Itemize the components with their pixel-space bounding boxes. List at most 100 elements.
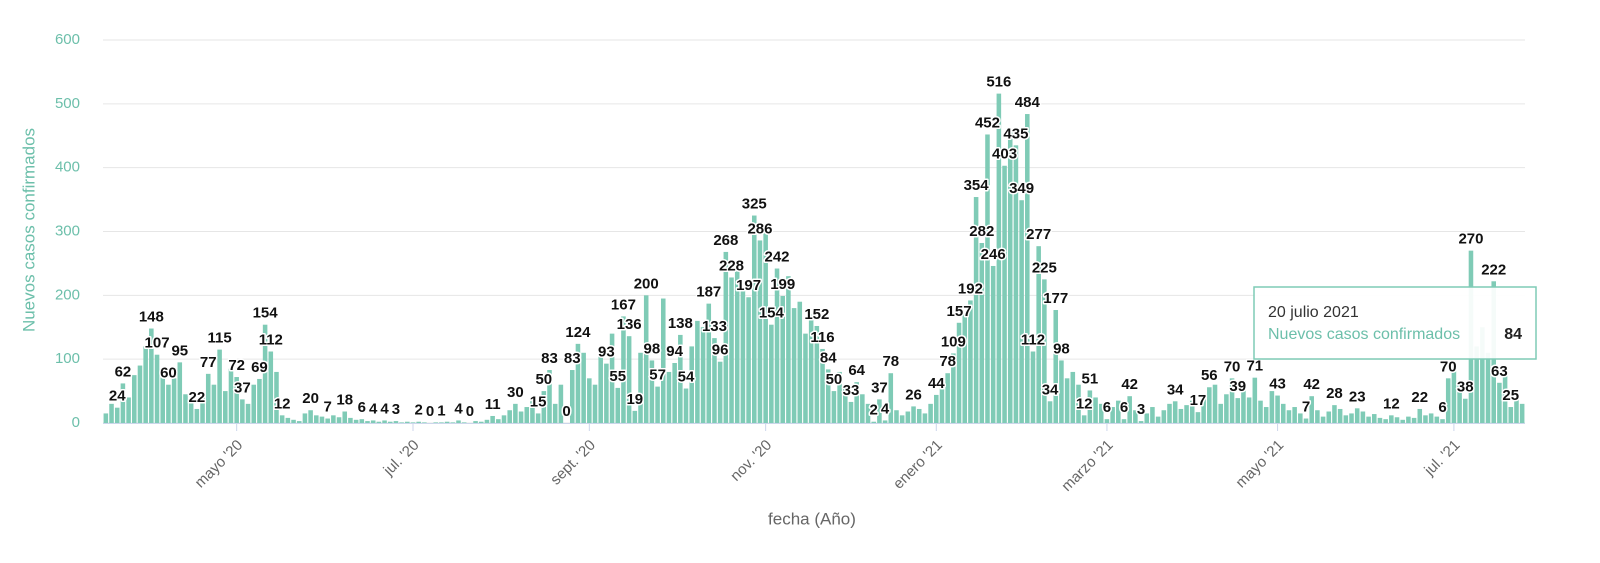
bar (1315, 410, 1320, 423)
bar (1383, 419, 1388, 423)
bar (1485, 352, 1491, 423)
data-label: 28 (1326, 385, 1343, 402)
bar (314, 415, 319, 423)
bar (666, 371, 672, 423)
bar (393, 421, 399, 423)
data-label: 107 (145, 335, 170, 352)
data-label: 354 (964, 177, 990, 194)
data-label: 0 (562, 403, 570, 420)
bar (1133, 410, 1138, 423)
bar (1480, 327, 1485, 423)
bar (1212, 384, 1218, 423)
bar (1423, 415, 1428, 423)
bar (507, 410, 512, 423)
bar (1030, 351, 1036, 423)
bar (132, 375, 137, 423)
data-label: 3 (392, 401, 400, 418)
bar (1098, 403, 1104, 423)
bar (1326, 411, 1332, 423)
data-label: 124 (565, 324, 591, 341)
data-label: 225 (1032, 259, 1057, 276)
bar (1150, 407, 1155, 423)
data-label: 50 (535, 371, 552, 388)
bar (177, 362, 183, 423)
data-label: 4 (369, 400, 378, 417)
data-label: 112 (1021, 331, 1045, 348)
bar (1070, 371, 1076, 423)
bar (717, 361, 723, 423)
bar (530, 397, 535, 423)
data-label: 154 (759, 305, 785, 322)
bar (160, 371, 165, 423)
x-axis-title: fecha (Año) (768, 509, 856, 528)
data-label: 286 (747, 220, 772, 237)
bar (541, 391, 547, 423)
bar (416, 421, 421, 423)
data-label: 63 (1491, 363, 1508, 380)
bar (1258, 400, 1263, 423)
bar (331, 415, 336, 423)
bar (1457, 384, 1462, 423)
data-label: 2 (870, 402, 878, 419)
bar (678, 334, 683, 423)
bar (325, 418, 330, 423)
bar (109, 403, 114, 423)
bar (752, 215, 757, 423)
data-label: 516 (986, 74, 1011, 91)
bar (245, 403, 251, 423)
bar (888, 373, 894, 423)
data-label: 69 (251, 359, 268, 376)
bar (734, 269, 740, 423)
bar (1320, 416, 1326, 423)
bar (860, 394, 865, 423)
bar (1087, 390, 1093, 423)
bar (240, 399, 245, 423)
data-label: 72 (228, 357, 245, 374)
bar (757, 240, 763, 423)
data-label: 115 (208, 330, 232, 347)
y-tick-label: 600 (55, 31, 80, 48)
bar (1167, 403, 1172, 423)
bar (1463, 398, 1468, 423)
bar (513, 403, 518, 423)
bar (951, 353, 956, 423)
bar (911, 406, 916, 423)
data-label: 138 (668, 315, 693, 332)
bar (1207, 387, 1212, 423)
bar (928, 403, 933, 423)
bar (217, 349, 222, 423)
bar (956, 322, 962, 423)
data-label: 6 (358, 399, 366, 416)
bar (228, 368, 234, 423)
data-label: 38 (1457, 379, 1474, 396)
data-label: 4 (454, 400, 463, 417)
bar (348, 417, 353, 423)
bar (336, 417, 342, 423)
bar (746, 297, 751, 423)
bar (166, 384, 171, 423)
y-tick-label: 400 (55, 159, 80, 176)
bar (547, 370, 552, 423)
bar (899, 415, 905, 423)
bar (211, 384, 217, 423)
data-label: 78 (882, 353, 899, 370)
bar (461, 422, 467, 423)
bar (763, 231, 768, 423)
bar (1445, 378, 1451, 423)
bar (626, 336, 632, 423)
tooltip-title: 20 julio 2021 (1268, 304, 1359, 321)
tooltip-value: 84 (1504, 326, 1522, 343)
data-label: 20 (302, 390, 319, 407)
bar (422, 422, 427, 423)
data-label: 42 (1121, 376, 1138, 393)
x-tick-label: nov. '20 (727, 437, 775, 485)
bar (359, 419, 365, 423)
bar (1110, 407, 1115, 423)
bar (501, 415, 507, 423)
data-label: 24 (109, 388, 126, 405)
bar (609, 333, 615, 423)
bar (1354, 408, 1360, 423)
bar (655, 386, 660, 423)
data-label: 70 (1440, 358, 1457, 375)
bar (922, 413, 928, 423)
